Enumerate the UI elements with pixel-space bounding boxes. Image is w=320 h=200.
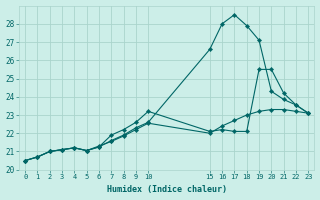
X-axis label: Humidex (Indice chaleur): Humidex (Indice chaleur) [107, 185, 227, 194]
